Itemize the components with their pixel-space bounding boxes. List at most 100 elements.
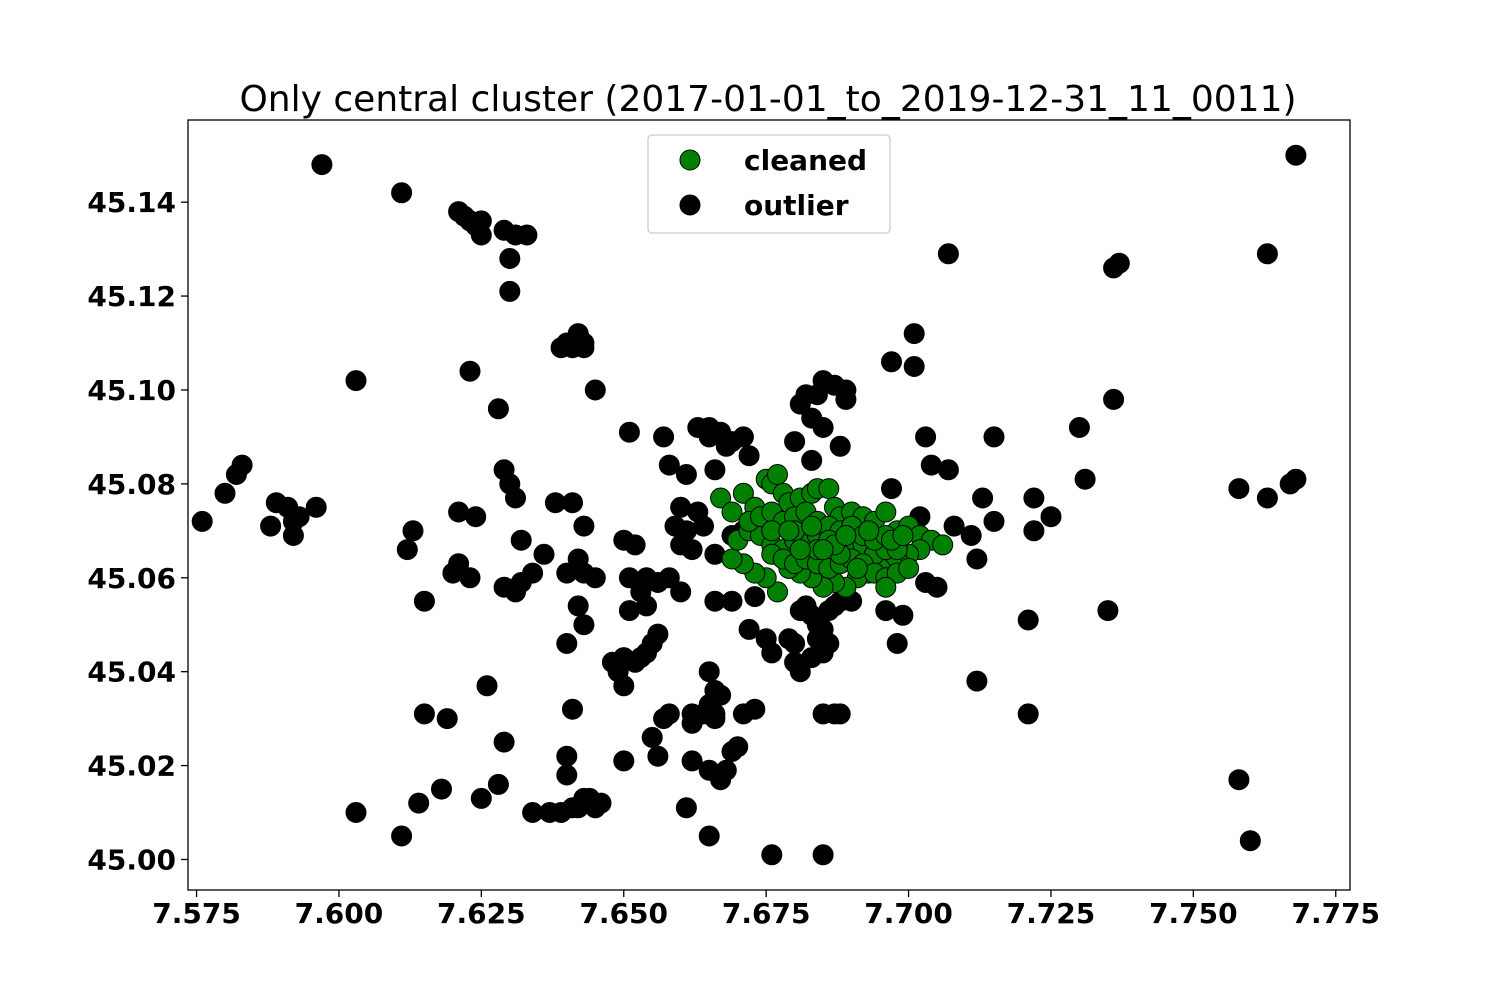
outlier-point [556,764,578,786]
outlier-point [396,539,418,561]
outlier-point [436,708,458,730]
outlier-point [191,510,213,532]
points-layer [191,144,1307,866]
outlier-point [288,506,310,528]
outlier-point [636,595,657,617]
outlier-point [641,726,663,748]
outlier-point [681,750,703,772]
outlier-point [681,539,703,561]
outlier-point [675,464,697,485]
outlier-point [812,642,834,664]
outlier-point [966,670,988,692]
outlier-point [214,482,236,504]
outlier-point [1239,830,1261,852]
outlier-point [1256,243,1278,265]
outlier-point [675,797,697,819]
y-tick-label: 45.10 [87,374,176,407]
outlier-point [943,515,965,537]
outlier-point [903,356,925,377]
outlier-point [533,543,555,565]
outlier-point [789,600,811,622]
outlier-point [829,703,851,725]
outlier-point [465,506,487,528]
cleaned-point [778,520,800,542]
outlier-point [391,825,413,847]
legend: cleaned outlier [647,134,891,234]
outlier-point [789,393,811,415]
cleaned-point [835,525,857,546]
y-axis: 45.00 45.02 45.04 45.06 45.08 45.10 45.12 45.14 [87,186,188,876]
outlier-point [937,459,959,481]
outlier-point [829,435,851,457]
outlier-point [618,421,640,443]
outlier-point [413,703,435,725]
outlier-point [903,323,925,345]
outlier-point [744,586,766,608]
outlier-point [476,675,498,697]
outlier-point [761,642,783,664]
cleaned-point [721,501,743,523]
outlier-point [402,520,424,542]
outlier-point [522,562,544,584]
outlier-point [413,590,435,612]
outlier-point [892,604,914,626]
outlier-point [1285,144,1307,166]
outlier-point [231,454,253,476]
outlier-point [647,745,669,767]
outlier-point [613,750,635,772]
x-axis: 7.575 7.600 7.625 7.650 7.675 7.700 7.725 7.750… [152,890,1380,930]
outlier-point [681,712,703,734]
legend-marker-cleaned [679,149,701,171]
cleaned-point [875,501,897,523]
y-tick-label: 45.08 [87,468,176,501]
cleaned-point [767,464,788,485]
outlier-point [647,623,669,645]
outlier-point [470,787,492,809]
outlier-point [915,426,937,448]
outlier-point [721,590,743,612]
x-tick-label: 7.750 [1149,897,1238,930]
outlier-point [983,510,1005,532]
outlier-point [584,567,606,589]
x-tick-label: 7.700 [864,897,953,930]
outlier-point [881,351,902,373]
outlier-point [1068,417,1090,438]
outlier-point [305,496,327,518]
outlier-point [835,388,857,410]
outlier-point [311,154,333,176]
outlier-point [345,370,367,392]
plot-frame [187,119,1351,891]
x-tick-label: 7.600 [295,897,384,930]
cleaned-point [875,576,897,598]
legend-label-cleaned: cleaned [744,144,867,177]
outlier-point [510,529,532,551]
outlier-point [499,280,521,302]
outlier-point [653,426,675,448]
outlier-point [670,581,692,603]
outlier-point [493,731,515,753]
outlier-point [487,773,509,795]
outlier-point [761,844,783,866]
outlier-point [584,379,606,401]
outlier-point [459,567,481,589]
outlier-point [658,567,680,589]
outlier-point [812,417,834,438]
x-tick-label: 7.650 [579,897,668,930]
outlier-point [744,698,766,720]
cleaned-point [898,557,920,579]
outlier-point [459,360,481,382]
outlier-point [715,435,737,457]
outlier-point [1017,703,1039,725]
cleaned-point [818,478,840,500]
outlier-point [1017,609,1039,631]
outlier-point [658,454,680,476]
legend-label-outlier: outlier [744,189,849,222]
outlier-point [698,825,720,847]
outlier-point [715,759,737,781]
outlier-point [960,525,982,546]
outlier-point [704,459,726,481]
outlier-point [590,792,612,814]
outlier-point [562,698,583,720]
outlier-point [562,492,583,514]
cleaned-point [732,482,754,504]
